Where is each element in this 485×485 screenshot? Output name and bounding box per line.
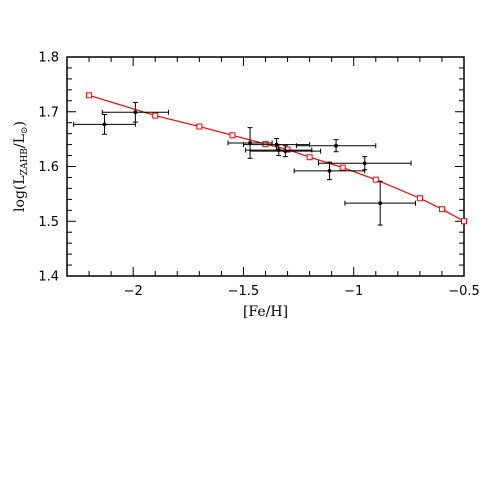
observed-marker — [327, 168, 332, 173]
y-tick-label: 1.8 — [38, 51, 59, 66]
y-axis-label-prefix: log(L — [12, 175, 28, 212]
x-tick-label: −1 — [344, 284, 363, 299]
model-point — [152, 112, 159, 119]
model-point — [416, 195, 423, 202]
y-axis-label-suffix: ) — [12, 121, 28, 126]
model-point — [372, 176, 379, 183]
y-tick-label: 1.5 — [38, 215, 59, 230]
observed-marker — [133, 110, 138, 115]
observed-point — [227, 127, 273, 159]
observed-point — [317, 156, 412, 171]
model-point — [306, 154, 313, 161]
y-axis-label: log(LZAHB/L⊙) — [12, 121, 30, 212]
observed-marker — [102, 122, 107, 127]
y-tick-label: 1.6 — [38, 160, 59, 175]
plot-frame — [66, 56, 465, 277]
model-series — [86, 92, 467, 225]
y-axis-label-subscript: ZAHB — [20, 148, 30, 176]
x-tick-label: −0.5 — [448, 284, 480, 299]
observed-marker — [283, 149, 288, 154]
y-tick-label: 1.4 — [38, 270, 59, 285]
y-axis-label-sun: ⊙ — [20, 127, 30, 135]
model-line — [88, 94, 465, 222]
observed-point — [344, 180, 416, 226]
model-point — [339, 164, 346, 171]
observed-point — [73, 113, 136, 135]
observed-marker — [378, 201, 383, 206]
observed-marker — [248, 141, 252, 145]
observed-marker — [334, 143, 338, 148]
observed-point — [245, 144, 313, 157]
y-axis-label-middle: /L — [12, 134, 28, 148]
observed-marker — [362, 161, 367, 166]
axis-ticks — [66, 56, 465, 277]
model-point — [262, 141, 269, 148]
model-point — [229, 132, 236, 139]
tick-labels: −2 −1.5 −1 −0.5 1.4 1.5 1.6 1.7 1.8 — [38, 51, 479, 300]
model-point — [461, 218, 467, 225]
x-tick-label: −1.5 — [228, 284, 260, 299]
observed-point — [295, 139, 377, 153]
model-point — [196, 123, 203, 130]
x-axis-label: [Fe/H] — [243, 304, 288, 320]
model-point — [438, 206, 445, 213]
observed-point — [101, 101, 169, 123]
y-tick-label: 1.7 — [38, 105, 59, 120]
observed-point — [249, 145, 322, 158]
x-tick-label: −2 — [124, 284, 143, 299]
observed-series — [73, 101, 416, 226]
observed-point — [293, 161, 366, 181]
model-point — [86, 92, 93, 99]
